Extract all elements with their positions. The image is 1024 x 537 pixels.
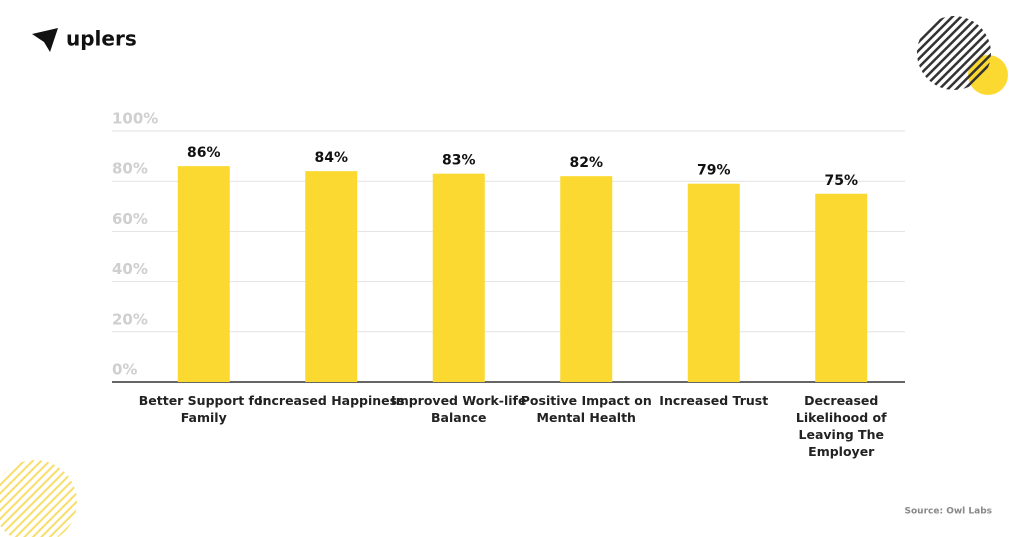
value-label: 82%	[569, 155, 603, 171]
bar	[815, 193, 868, 382]
decor-circle	[0, 460, 77, 537]
decor-circle	[917, 16, 991, 90]
x-tick-label: Increased Happiness	[257, 393, 405, 408]
source: Source: Owl Labs	[905, 507, 992, 517]
y-tick-label: 60%	[112, 210, 148, 228]
x-tick-label: Improved Work-life Balance	[391, 393, 527, 425]
bar	[305, 171, 358, 382]
bar	[560, 176, 613, 382]
value-label: 84%	[314, 150, 348, 166]
y-tick-label: 0%	[112, 361, 137, 379]
value-label: 86%	[187, 145, 221, 161]
value-label: 83%	[442, 153, 476, 169]
value-label: 79%	[697, 163, 731, 179]
bar	[177, 166, 230, 382]
value-label: 75%	[824, 173, 858, 189]
y-tick-label: 80%	[112, 160, 148, 178]
y-tick-label: 20%	[112, 310, 148, 328]
x-tick-label: Positive Impact on Mental Health	[520, 393, 652, 425]
logo-icon	[32, 28, 58, 52]
y-tick-label: 40%	[112, 260, 148, 278]
logo-text: uplers	[66, 27, 137, 51]
x-tick-label: Better Support for Family	[138, 393, 269, 425]
bar	[432, 173, 485, 382]
y-tick-label: 100%	[112, 110, 158, 128]
x-tick-label: Increased Trust	[659, 393, 769, 408]
bar	[687, 183, 740, 382]
x-tick-label: Decreased Likelihood of Leaving The Empl…	[795, 393, 887, 459]
